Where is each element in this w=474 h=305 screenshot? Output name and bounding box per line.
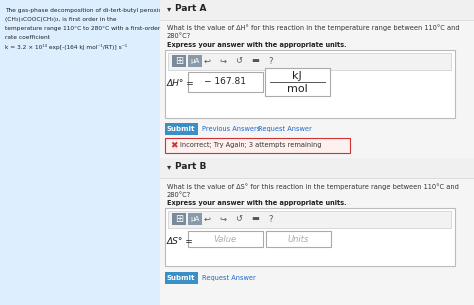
Text: Part A: Part A — [175, 4, 207, 13]
Text: ▾: ▾ — [167, 162, 171, 171]
Bar — [160, 0, 474, 1]
Bar — [168, 211, 451, 228]
Text: kJ: kJ — [292, 71, 302, 81]
Text: Submit: Submit — [167, 126, 195, 132]
Text: − 167.81: − 167.81 — [204, 77, 246, 87]
Text: Units: Units — [287, 235, 309, 243]
Bar — [165, 272, 198, 284]
Text: ▬: ▬ — [251, 56, 259, 66]
Bar — [172, 213, 186, 225]
Text: ↩: ↩ — [203, 56, 210, 66]
Bar — [160, 158, 474, 178]
Text: 280°C?: 280°C? — [167, 192, 191, 198]
Text: ↺: ↺ — [236, 214, 243, 224]
Text: Previous Answers: Previous Answers — [202, 126, 260, 132]
Text: Value: Value — [213, 235, 237, 243]
Text: The gas-phase decomposition of di-tert-butyl peroxide,: The gas-phase decomposition of di-tert-b… — [5, 8, 168, 13]
Bar — [188, 213, 202, 225]
Text: k = 3.2 × 10¹³ exp[-(164 kJ mol⁻¹/RT)] s⁻¹: k = 3.2 × 10¹³ exp[-(164 kJ mol⁻¹/RT)] s… — [5, 44, 127, 50]
Text: Request Answer: Request Answer — [258, 126, 312, 132]
Text: Express your answer with the appropriate units.: Express your answer with the appropriate… — [167, 200, 346, 206]
Text: ↪: ↪ — [219, 214, 227, 224]
Text: Request Answer: Request Answer — [202, 275, 256, 281]
Text: ⊞: ⊞ — [175, 56, 183, 66]
Text: Submit: Submit — [167, 275, 195, 281]
Text: rate coefficient: rate coefficient — [5, 35, 50, 40]
Text: ↺: ↺ — [236, 56, 243, 66]
Text: ?: ? — [269, 214, 273, 224]
Text: ↪: ↪ — [219, 56, 227, 66]
Text: μA: μA — [191, 216, 200, 222]
Text: temperature range 110°C to 280°C with a first-order: temperature range 110°C to 280°C with a … — [5, 26, 160, 31]
Text: Express your answer with the appropriate units.: Express your answer with the appropriate… — [167, 42, 346, 48]
Text: mol: mol — [287, 84, 307, 94]
Text: ▾: ▾ — [167, 4, 171, 13]
Bar — [265, 68, 330, 96]
Bar — [160, 178, 474, 179]
Text: ?: ? — [269, 56, 273, 66]
Bar — [160, 158, 474, 159]
Text: ↩: ↩ — [203, 214, 210, 224]
Text: ▬: ▬ — [251, 214, 259, 224]
Bar — [188, 72, 263, 92]
Bar — [165, 138, 350, 153]
Bar — [165, 50, 455, 118]
Text: What is the value of ΔS° for this reaction in the temperature range between 110°: What is the value of ΔS° for this reacti… — [167, 183, 459, 190]
Text: 280°C?: 280°C? — [167, 33, 191, 39]
Bar — [266, 231, 331, 247]
Text: μA: μA — [191, 58, 200, 64]
Bar — [188, 231, 263, 247]
Bar — [172, 55, 186, 67]
Text: ΔH° =: ΔH° = — [167, 78, 195, 88]
Bar — [160, 0, 474, 20]
Bar — [0, 0, 160, 305]
Text: ⊞: ⊞ — [175, 214, 183, 224]
Text: What is the value of ΔH° for this reaction in the temperature range between 110°: What is the value of ΔH° for this reacti… — [167, 24, 460, 31]
Bar — [160, 20, 474, 21]
Text: Part B: Part B — [175, 162, 206, 171]
Text: ✖: ✖ — [170, 141, 177, 150]
Bar — [160, 0, 474, 305]
Bar — [165, 123, 198, 135]
Text: ΔS° =: ΔS° = — [167, 236, 194, 246]
Bar — [188, 55, 202, 67]
Text: (CH₃)₃COOC(CH₃)₃, is first order in the: (CH₃)₃COOC(CH₃)₃, is first order in the — [5, 17, 117, 22]
Bar — [168, 53, 451, 70]
Bar — [165, 208, 455, 266]
Text: Incorrect; Try Again; 3 attempts remaining: Incorrect; Try Again; 3 attempts remaini… — [180, 142, 321, 149]
